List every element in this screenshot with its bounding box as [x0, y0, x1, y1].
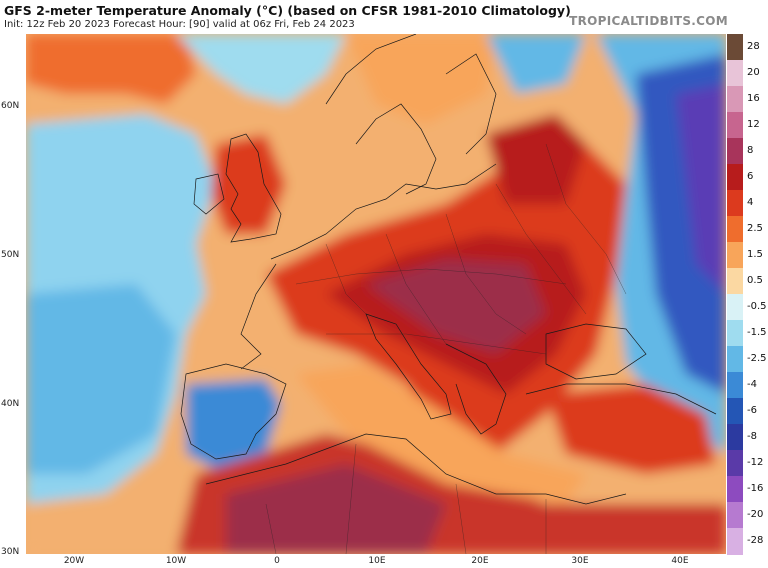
lon-label-10w: 10W	[165, 556, 187, 566]
finland-cold	[486, 34, 586, 94]
map-subtitle: Init: 12z Feb 20 2023 Forecast Hour: [90…	[4, 19, 355, 30]
norwegian-sea-cold	[176, 34, 346, 104]
colorbar-label: 0.5	[747, 275, 763, 286]
lon-label-40e: 40E	[671, 556, 689, 566]
colorbar-label: -4	[747, 379, 757, 390]
coastlines	[180, 34, 717, 505]
colorbar-label: -2.5	[747, 353, 767, 364]
colorbar-label: -6	[747, 405, 757, 416]
lon-label-30e: 30E	[571, 556, 589, 566]
colorbar-label: 20	[747, 67, 760, 78]
colorbar-segment	[727, 320, 743, 347]
colorbar-label: -28	[747, 535, 764, 546]
colorbar-label: -16	[747, 483, 764, 494]
colorbar-segment	[727, 242, 743, 269]
lat-label-60n: 60N	[1, 101, 20, 111]
colorbar-label: 1.5	[747, 249, 763, 260]
colorbar-label: 12	[747, 119, 760, 130]
colorbar-segment	[727, 268, 743, 295]
colorbar-label: -12	[747, 457, 764, 468]
lat-label-50n: 50N	[1, 250, 20, 260]
colorbar-segment	[727, 34, 743, 61]
iberia-cold	[186, 379, 281, 474]
colorbar-segment	[727, 398, 743, 425]
colorbar-segment	[727, 190, 743, 217]
colorbar-segment	[727, 346, 743, 373]
brand-watermark[interactable]: TROPICALTIDBITS.COM	[569, 14, 728, 28]
lon-label-20e: 20E	[471, 556, 489, 566]
sahara-very-warm	[226, 464, 446, 554]
atlantic-colder-region	[26, 284, 176, 474]
scandinavia-mild	[346, 34, 496, 124]
colorbar-label: -8	[747, 431, 757, 442]
atlantic-warm-band	[26, 34, 196, 104]
colorbar-segment	[727, 424, 743, 451]
colorbar-segment	[727, 528, 743, 555]
colorbar-label: -20	[747, 509, 764, 520]
uk-warm	[211, 134, 286, 234]
colorbar-label: -0.5	[747, 301, 767, 312]
colorbar-segment	[727, 216, 743, 243]
lon-label-20w: 20W	[63, 556, 85, 566]
colorbar-label: -1.5	[747, 327, 767, 338]
colorbar-segment	[727, 294, 743, 321]
colorbar-label: 4	[747, 197, 754, 208]
colorbar-label: 8	[747, 145, 754, 156]
baltic-warm	[486, 114, 586, 204]
colorbar	[727, 34, 743, 555]
mediterranean-mild	[296, 364, 586, 504]
russia-very-cold	[676, 84, 726, 294]
turkey-warm	[546, 384, 716, 474]
colorbar-segment	[727, 372, 743, 399]
colorbar-label: 2.5	[747, 223, 763, 234]
colorbar-segment	[727, 86, 743, 113]
colorbar-label: 28	[747, 41, 760, 52]
colorbar-segment	[727, 476, 743, 503]
country-borders	[265, 143, 627, 554]
map-title: GFS 2-meter Temperature Anomaly (°C) (ba…	[4, 3, 571, 18]
anomaly-map-svg	[26, 34, 726, 554]
colorbar-segment	[727, 164, 743, 191]
lon-label-0: 0	[274, 556, 280, 566]
anomaly-map	[26, 34, 726, 554]
colorbar-segment	[727, 60, 743, 87]
colorbar-label: 6	[747, 171, 754, 182]
colorbar-segment	[727, 502, 743, 529]
lon-label-10e: 10E	[368, 556, 386, 566]
colorbar-segment	[727, 112, 743, 139]
colorbar-label: 16	[747, 93, 760, 104]
colorbar-segment	[727, 450, 743, 477]
central-europe-very-warm	[366, 259, 546, 354]
lat-label-30n: 30N	[1, 547, 20, 557]
colorbar-segment	[727, 138, 743, 165]
lat-label-40n: 40N	[1, 399, 20, 409]
